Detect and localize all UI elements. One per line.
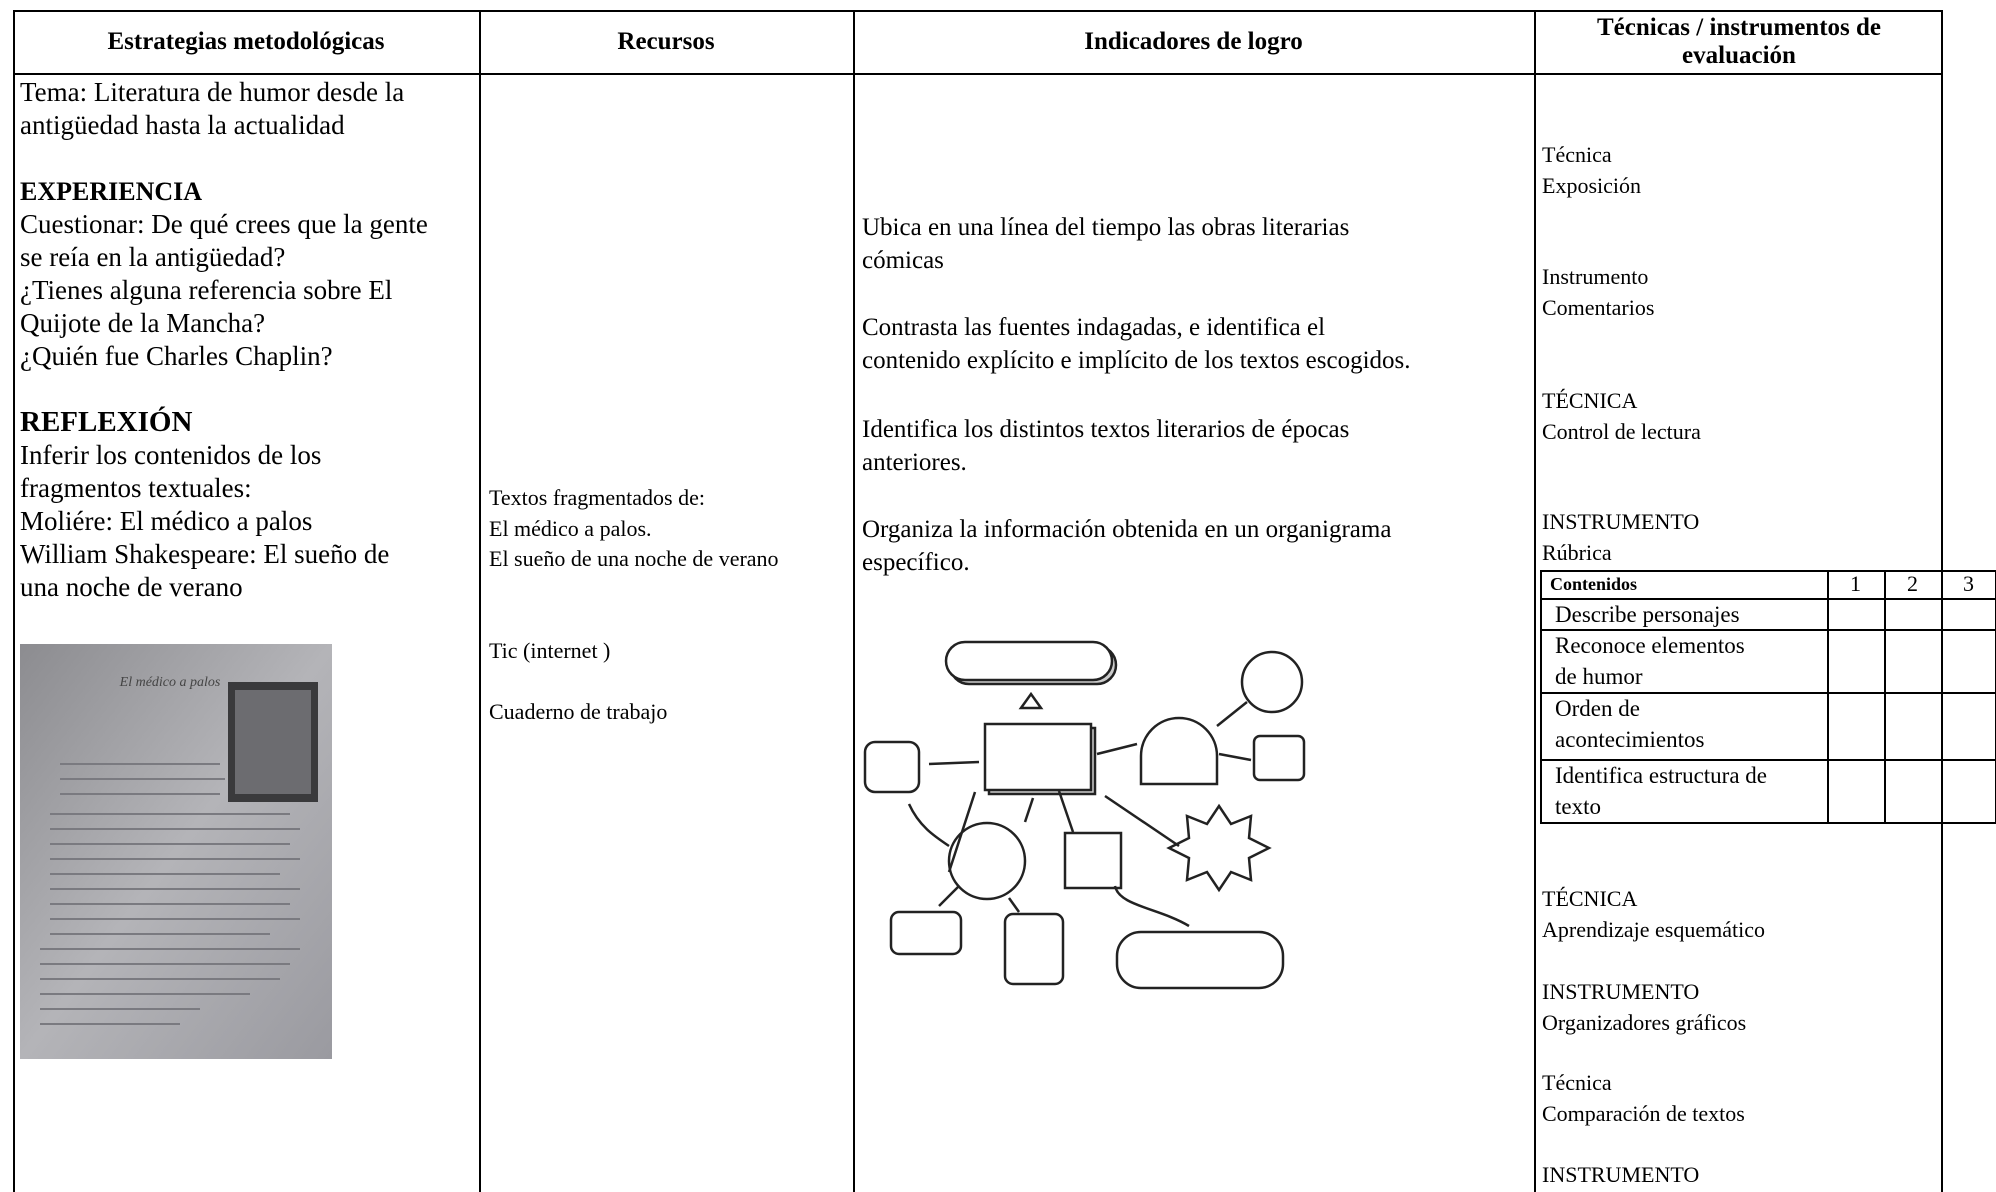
header: Técnicas / instrumentos de evaluación [1596,13,1882,69]
rubric-header: 3 [1963,571,1974,596]
text-line: William Shakespeare: El sueño de [20,539,390,569]
text-line: Aprendizaje esquemático [1542,916,1765,942]
border [1534,10,1536,1192]
rubric-border [1540,692,1996,694]
header: Indicadores de logro [1084,27,1303,55]
rubric-border [1540,629,1996,631]
text-line: una noche de verano [20,572,243,602]
rubric-border [1540,570,1996,572]
header: Recursos [617,27,715,55]
rubric-border [1827,570,1829,822]
rubric-cell: Identifica estructura de [1555,763,1767,788]
text-line: anteriores. [862,449,967,476]
section-heading: EXPERIENCIA [20,177,203,206]
text-line: Exposición [1542,172,1641,198]
text-line: Quijote de la Mancha? [20,308,266,338]
rubric-border [1540,759,1996,761]
border [13,73,1943,75]
text-line: Ubica en una línea del tiempo las obras … [862,214,1350,241]
text-line: Comentarios [1542,294,1655,320]
text-line: fragmentos textuales: [20,473,252,503]
text-line: específico. [862,549,970,576]
rubric-header: 1 [1850,571,1861,596]
text-line: Moliére: El médico a palos [20,506,313,536]
text-line: Instrumento [1542,264,1649,289]
diagram [863,640,1306,990]
text-line: Tema: Literatura de humor desde la [20,77,405,107]
rubric-header: Contenidos [1550,574,1638,594]
text-line: ¿Tienes alguna referencia sobre El [20,275,393,305]
text-line: TÉCNICA [1542,886,1638,911]
rubric-border [1540,570,1542,822]
text-line: Cuaderno de trabajo [489,699,668,724]
text-line: Control de lectura [1542,418,1701,444]
photo-title: El médico a palos [119,675,221,690]
text-line: Textos fragmentados de: [489,485,705,510]
text-line: cómicas [862,247,944,274]
border [853,10,855,1192]
text-line: INSTRUMENTO [1542,1162,1700,1187]
text-line: Cuestionar: De qué crees que la gente [20,209,428,239]
text-line: Contrasta las fuentes indagadas, e ident… [862,314,1326,341]
text-line: El sueño de una noche de verano [489,546,779,571]
rubric-cell: texto [1555,794,1601,819]
border [479,10,481,1192]
text-line: TÉCNICA [1542,388,1638,413]
text-line: ¿Quién fue Charles Chaplin? [20,341,333,371]
rubric-cell: acontecimientos [1555,727,1705,752]
text-line: se reía en la antigüedad? [20,242,286,272]
text-line: Técnica [1542,1070,1612,1095]
rubric-border [1540,598,1996,600]
text-line: Comparación de textos [1542,1100,1745,1126]
text-line: Organiza la información obtenida en un o… [862,516,1392,543]
text-line: contenido explícito e implícito de los t… [862,347,1411,374]
border [13,10,15,1192]
text-line: antigüedad hasta la actualidad [20,110,345,140]
text-line: Inferir los contenidos de los [20,440,322,470]
text-line: Tic (internet ) [489,638,611,663]
text-line: Organizadores gráficos [1542,1009,1747,1035]
rubric-border [1540,822,1996,824]
border [13,10,1943,12]
rubric-border [1884,570,1886,822]
photo: El médico a palos [20,644,332,1059]
text-line: INSTRUMENTO [1542,509,1700,534]
rubric-border [1941,570,1943,822]
text-line: Identifica los distintos textos literari… [862,416,1350,443]
rubric-border [1994,570,1996,822]
header: Estrategias metodológicas [107,27,385,55]
rubric-header: 2 [1907,571,1918,596]
rubric-cell: Describe personajes [1555,602,1740,627]
text-line: Técnica [1542,142,1612,167]
text-line: El médico a palos. [489,515,652,541]
text-line: Rúbrica [1542,539,1612,565]
section-heading: REFLEXIÓN [20,406,193,438]
text-line: INSTRUMENTO [1542,979,1700,1004]
rubric-cell: Reconoce elementos [1555,633,1745,658]
rubric-cell: Orden de [1555,696,1640,721]
rubric-cell: de humor [1555,664,1643,689]
